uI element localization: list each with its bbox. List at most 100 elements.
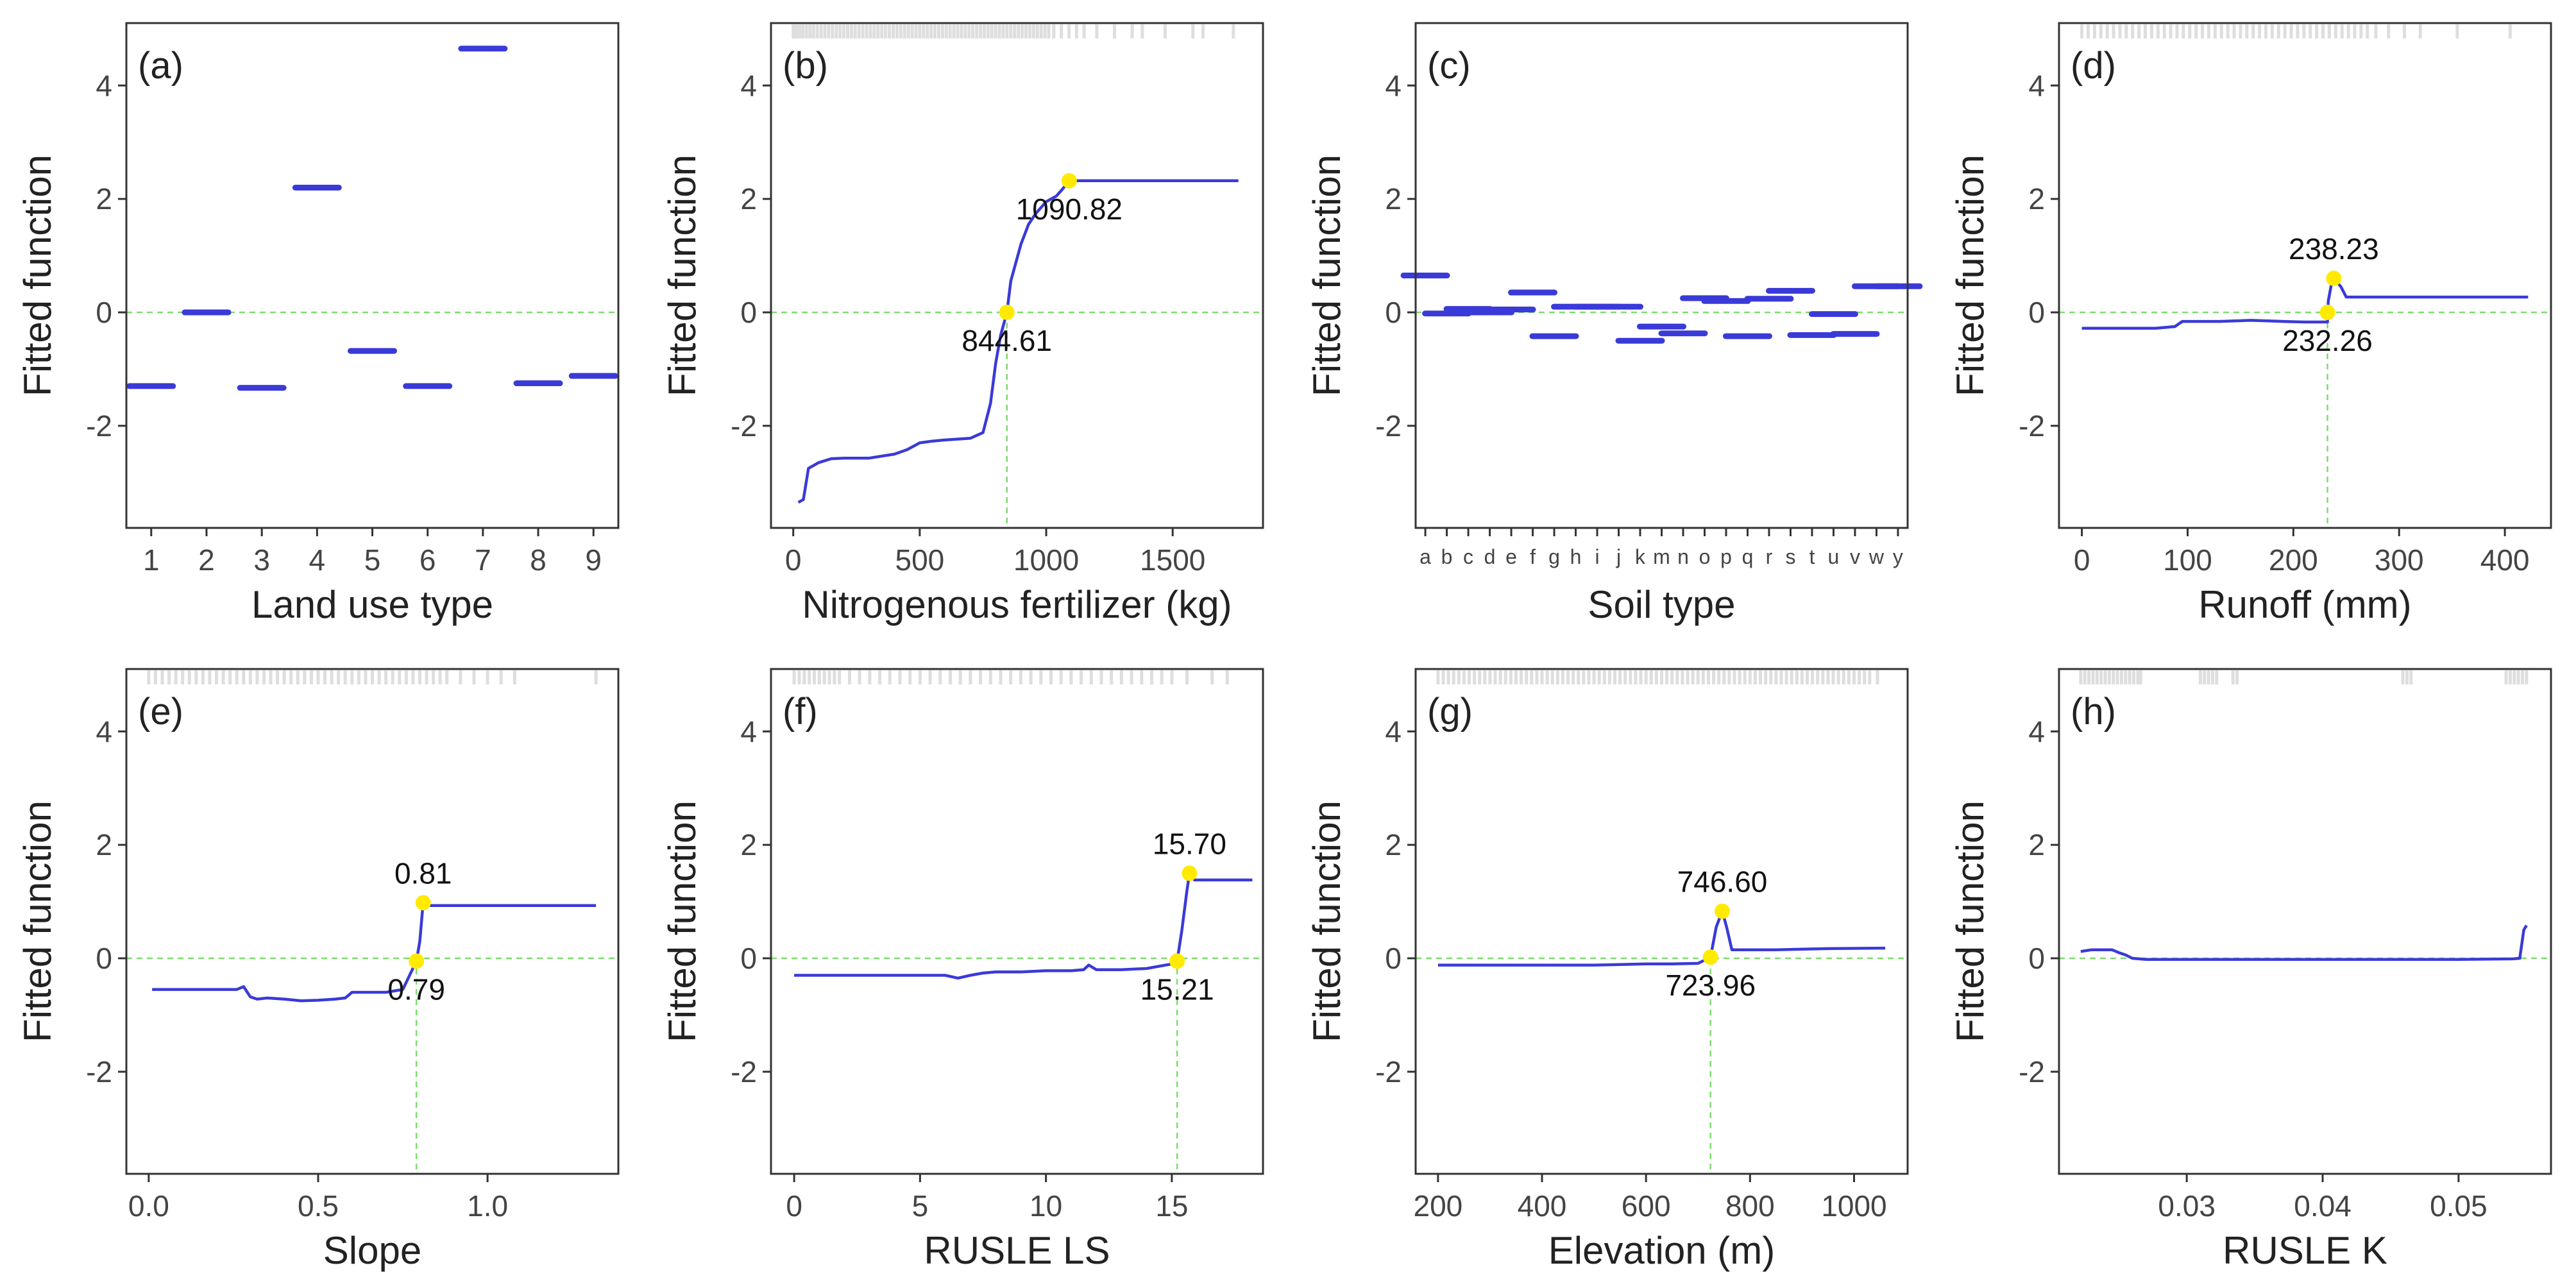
y-tick-label: 4 (1385, 69, 1402, 102)
rug-mark (2207, 670, 2210, 684)
rug-mark (1686, 670, 1690, 684)
rug-mark (999, 670, 1003, 684)
x-axis-title: Soil type (1588, 583, 1735, 626)
rug-mark (2144, 24, 2148, 38)
rug-mark (1069, 670, 1073, 684)
x-tick-label: 3 (253, 543, 270, 577)
y-tick-label: -2 (1375, 409, 1402, 443)
rug-mark (2203, 670, 2207, 684)
rug-mark (895, 24, 899, 38)
rug-mark (857, 24, 861, 38)
x-tick-label: n (1677, 545, 1689, 568)
rug-mark (2169, 24, 2173, 38)
rug-mark (1748, 670, 1752, 684)
rug-mark (1743, 670, 1747, 684)
rug-mark (2131, 24, 2135, 38)
rug-mark (2175, 24, 2179, 38)
rug-mark (1821, 670, 1825, 684)
x-tick-label: a (1419, 545, 1431, 568)
panel-label: (h) (2071, 691, 2116, 733)
rug-mark (933, 24, 937, 38)
rug-mark (1577, 670, 1580, 684)
rug-mark (971, 24, 975, 38)
rug-mark (1052, 24, 1056, 38)
rug-mark (2092, 24, 2096, 38)
rug-mark (898, 670, 902, 684)
rug-mark (309, 670, 313, 684)
x-tick-label: s (1785, 545, 1795, 568)
y-axis-title: Fitted function (1949, 801, 1992, 1042)
rug-mark (849, 24, 853, 38)
rug-mark (842, 24, 846, 38)
panel-label: (f) (783, 691, 818, 733)
panel-label: (a) (138, 45, 183, 87)
rug-mark (1535, 670, 1539, 684)
x-tick-label: b (1441, 545, 1453, 568)
rug-mark (391, 670, 394, 684)
rug-mark (2087, 24, 2090, 38)
rug-mark (2215, 670, 2219, 684)
y-tick-label: 2 (96, 828, 112, 861)
rug-mark (2188, 24, 2192, 38)
rug-mark (343, 670, 347, 684)
rug-mark (888, 24, 892, 38)
rug-mark (1852, 670, 1856, 684)
rug-mark (899, 24, 902, 38)
rug-mark (827, 24, 831, 38)
x-tick-label: 10 (1030, 1189, 1062, 1223)
rug-mark (2455, 24, 2459, 38)
rug-mark (1665, 670, 1669, 684)
rug-mark (2112, 670, 2115, 684)
y-tick-label: 4 (2028, 69, 2045, 102)
x-axis-title: RUSLE K (2223, 1229, 2387, 1272)
rug-mark (1468, 670, 1471, 684)
panel-e: 0.81 0.79 -2 0 2 4 0.0 0.5 1.0 Slope Fitted functi… (16, 668, 620, 1272)
rug-mark (1130, 670, 1133, 684)
rug-mark (2201, 24, 2205, 38)
rug-mark (2409, 670, 2413, 684)
rug-mark (398, 670, 402, 684)
y-axis-title: Fitted function (1305, 801, 1348, 1042)
x-tick-label: 200 (2269, 543, 2318, 577)
panel-d: 238.23 232.26 -2 0 2 4 0 100 200 300 400 Runoff (mm… (1949, 22, 2552, 626)
rug-mark (1660, 670, 1663, 684)
rug-mark (979, 24, 983, 38)
rug-mark (1446, 670, 1450, 684)
rug-mark (323, 670, 327, 684)
x-tick-label: 0.04 (2294, 1189, 2351, 1223)
x-tick-label: 1000 (1013, 543, 1079, 577)
y-axis-title: Fitted function (661, 155, 704, 396)
y-axis-title: Fitted function (16, 155, 59, 396)
rug-mark (201, 670, 205, 684)
x-tick-label: 9 (585, 543, 602, 577)
rug-mark (1847, 670, 1851, 684)
rug-mark (994, 24, 997, 38)
rug-mark (235, 670, 239, 684)
rug-mark (1082, 24, 1086, 38)
breakpoint-label: 15.70 (1153, 827, 1226, 860)
x-tick-label: 15 (1155, 1189, 1188, 1223)
rug-mark (1607, 670, 1611, 684)
rug-mark (1019, 670, 1022, 684)
y-tick-label: -2 (1375, 1055, 1402, 1089)
x-tick-label: y (1893, 545, 1903, 568)
rug-mark (2374, 24, 2378, 38)
rug-mark (2283, 24, 2287, 38)
x-tick-label: d (1484, 545, 1496, 568)
y-tick-label: 2 (2028, 828, 2045, 861)
panel-label: (g) (1427, 691, 1473, 733)
rug-mark (817, 670, 821, 684)
rug-mark (838, 670, 842, 684)
rug-mark (1043, 24, 1047, 38)
rug-mark (1225, 670, 1229, 684)
x-tick-label: 5 (364, 543, 381, 577)
breakpoint-marker (2319, 304, 2335, 320)
rug-mark (2270, 24, 2274, 38)
x-tick-label: 600 (1622, 1189, 1671, 1223)
panel-h: -2 0 2 4 0.03 0.04 0.05 RUSLE K Fitted function (… (1949, 668, 2552, 1272)
rug-mark (2521, 670, 2525, 684)
rug-mark (906, 24, 910, 38)
rug-mark (2401, 670, 2405, 684)
rug-mark (1826, 670, 1830, 684)
y-tick-label: 4 (2028, 715, 2045, 748)
